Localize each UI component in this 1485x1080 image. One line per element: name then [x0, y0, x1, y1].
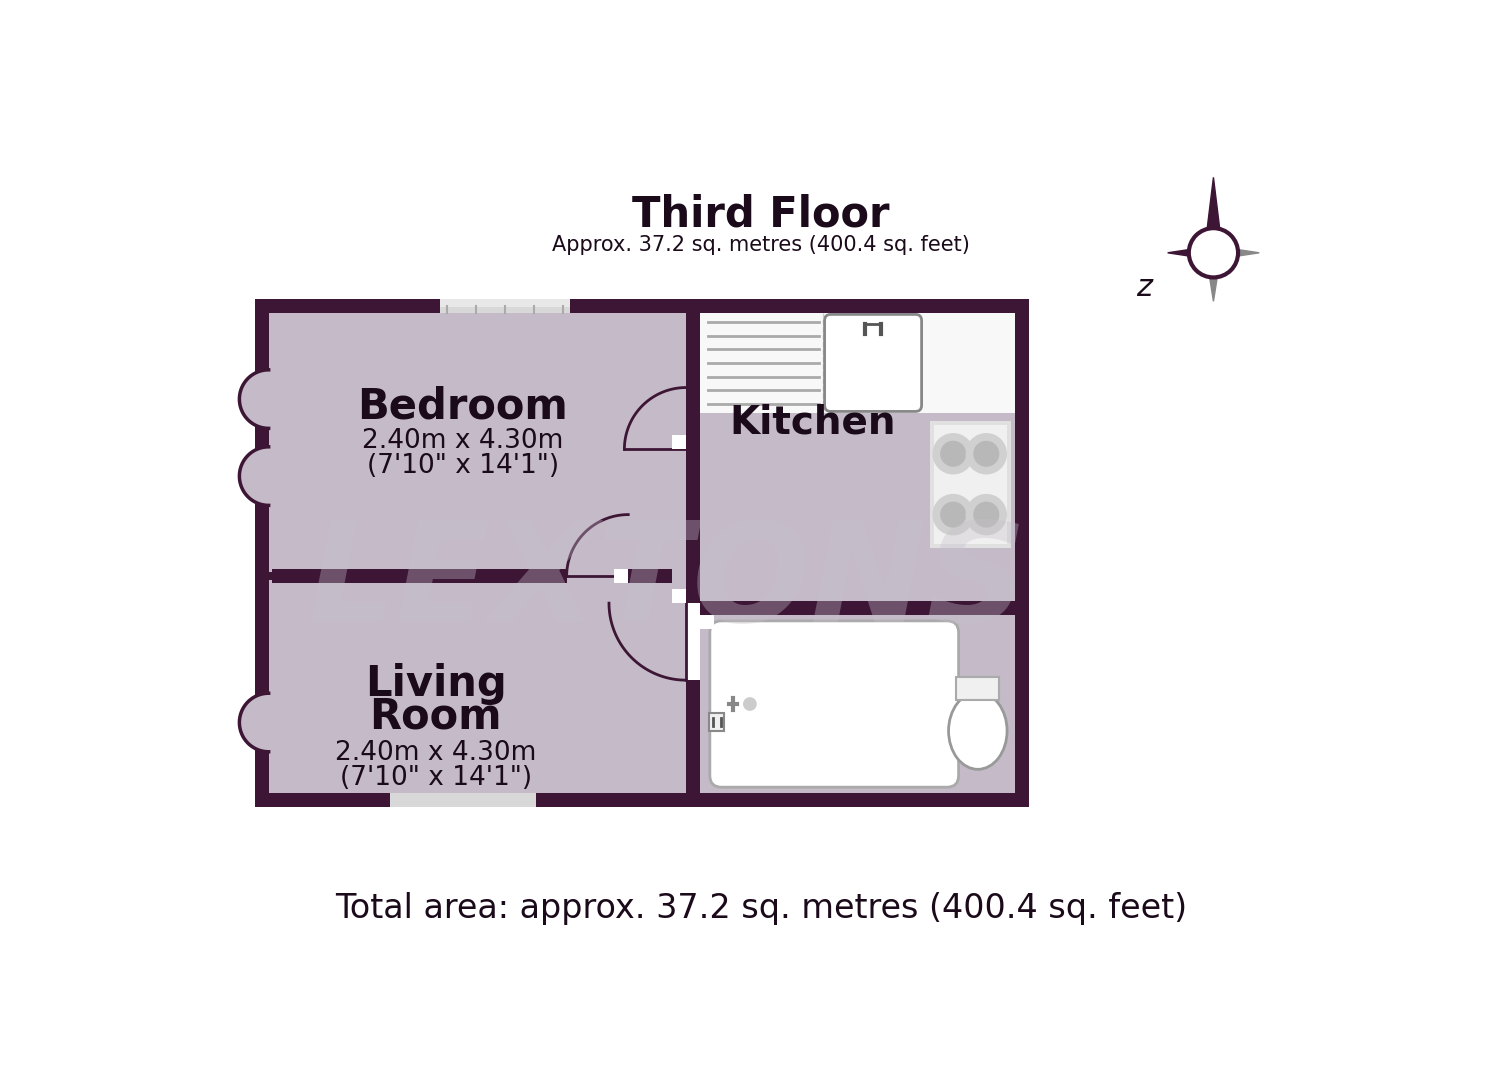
Circle shape — [744, 698, 756, 711]
Bar — [1014, 299, 1029, 807]
Text: Total area: approx. 37.2 sq. metres (400.4 sq. feet): Total area: approx. 37.2 sq. metres (400… — [336, 892, 1187, 926]
Circle shape — [941, 442, 965, 467]
Bar — [956, 677, 999, 700]
Bar — [686, 449, 699, 603]
Bar — [930, 421, 1011, 548]
Text: z: z — [1136, 273, 1152, 302]
Polygon shape — [1213, 246, 1259, 259]
Bar — [269, 530, 272, 572]
Bar — [699, 313, 1014, 794]
Bar — [389, 794, 536, 807]
Text: Third Floor: Third Floor — [633, 193, 890, 235]
Bar — [673, 590, 686, 603]
FancyBboxPatch shape — [710, 621, 959, 787]
Polygon shape — [239, 369, 269, 429]
Bar — [699, 615, 714, 629]
Bar — [615, 569, 628, 583]
Text: 2.40m x 4.30m: 2.40m x 4.30m — [336, 740, 536, 767]
Polygon shape — [239, 693, 269, 752]
Circle shape — [967, 495, 1007, 535]
Polygon shape — [1206, 253, 1221, 301]
Bar — [686, 313, 699, 388]
Text: (7'10" x 14'1"): (7'10" x 14'1") — [340, 765, 532, 791]
Bar — [255, 794, 1029, 807]
Bar — [686, 388, 699, 449]
Circle shape — [974, 442, 998, 467]
Circle shape — [1189, 228, 1238, 278]
Bar — [699, 600, 1014, 615]
Text: LEXTONS: LEXTONS — [307, 516, 1026, 651]
Text: Room: Room — [370, 696, 502, 738]
Bar — [269, 580, 272, 622]
Polygon shape — [1204, 177, 1222, 253]
Bar — [628, 569, 673, 583]
Text: Living: Living — [365, 663, 506, 705]
Polygon shape — [1167, 246, 1213, 259]
Polygon shape — [239, 447, 269, 505]
Bar — [708, 713, 725, 731]
Text: Kitchen: Kitchen — [729, 403, 897, 442]
Bar — [673, 435, 686, 449]
Bar — [269, 569, 567, 583]
Bar — [269, 577, 686, 794]
Bar — [255, 299, 1029, 313]
Text: Bedroom: Bedroom — [358, 386, 569, 428]
FancyBboxPatch shape — [824, 314, 922, 411]
Circle shape — [933, 434, 973, 474]
Circle shape — [974, 502, 998, 527]
Bar — [255, 580, 272, 622]
Text: 2.40m x 4.30m: 2.40m x 4.30m — [362, 429, 563, 455]
Bar — [440, 308, 570, 313]
Bar — [686, 680, 699, 794]
Bar — [716, 626, 953, 782]
Bar — [686, 313, 699, 388]
Bar — [269, 313, 686, 577]
Circle shape — [933, 495, 973, 535]
Bar — [440, 299, 570, 313]
Ellipse shape — [949, 692, 1007, 769]
Bar — [255, 299, 269, 807]
Circle shape — [967, 434, 1007, 474]
Bar — [699, 313, 1014, 413]
Bar — [255, 530, 272, 572]
Text: Approx. 37.2 sq. metres (400.4 sq. feet): Approx. 37.2 sq. metres (400.4 sq. feet) — [552, 235, 970, 255]
Bar — [934, 424, 1007, 544]
Text: (7'10" x 14'1"): (7'10" x 14'1") — [367, 454, 558, 480]
Circle shape — [941, 502, 965, 527]
